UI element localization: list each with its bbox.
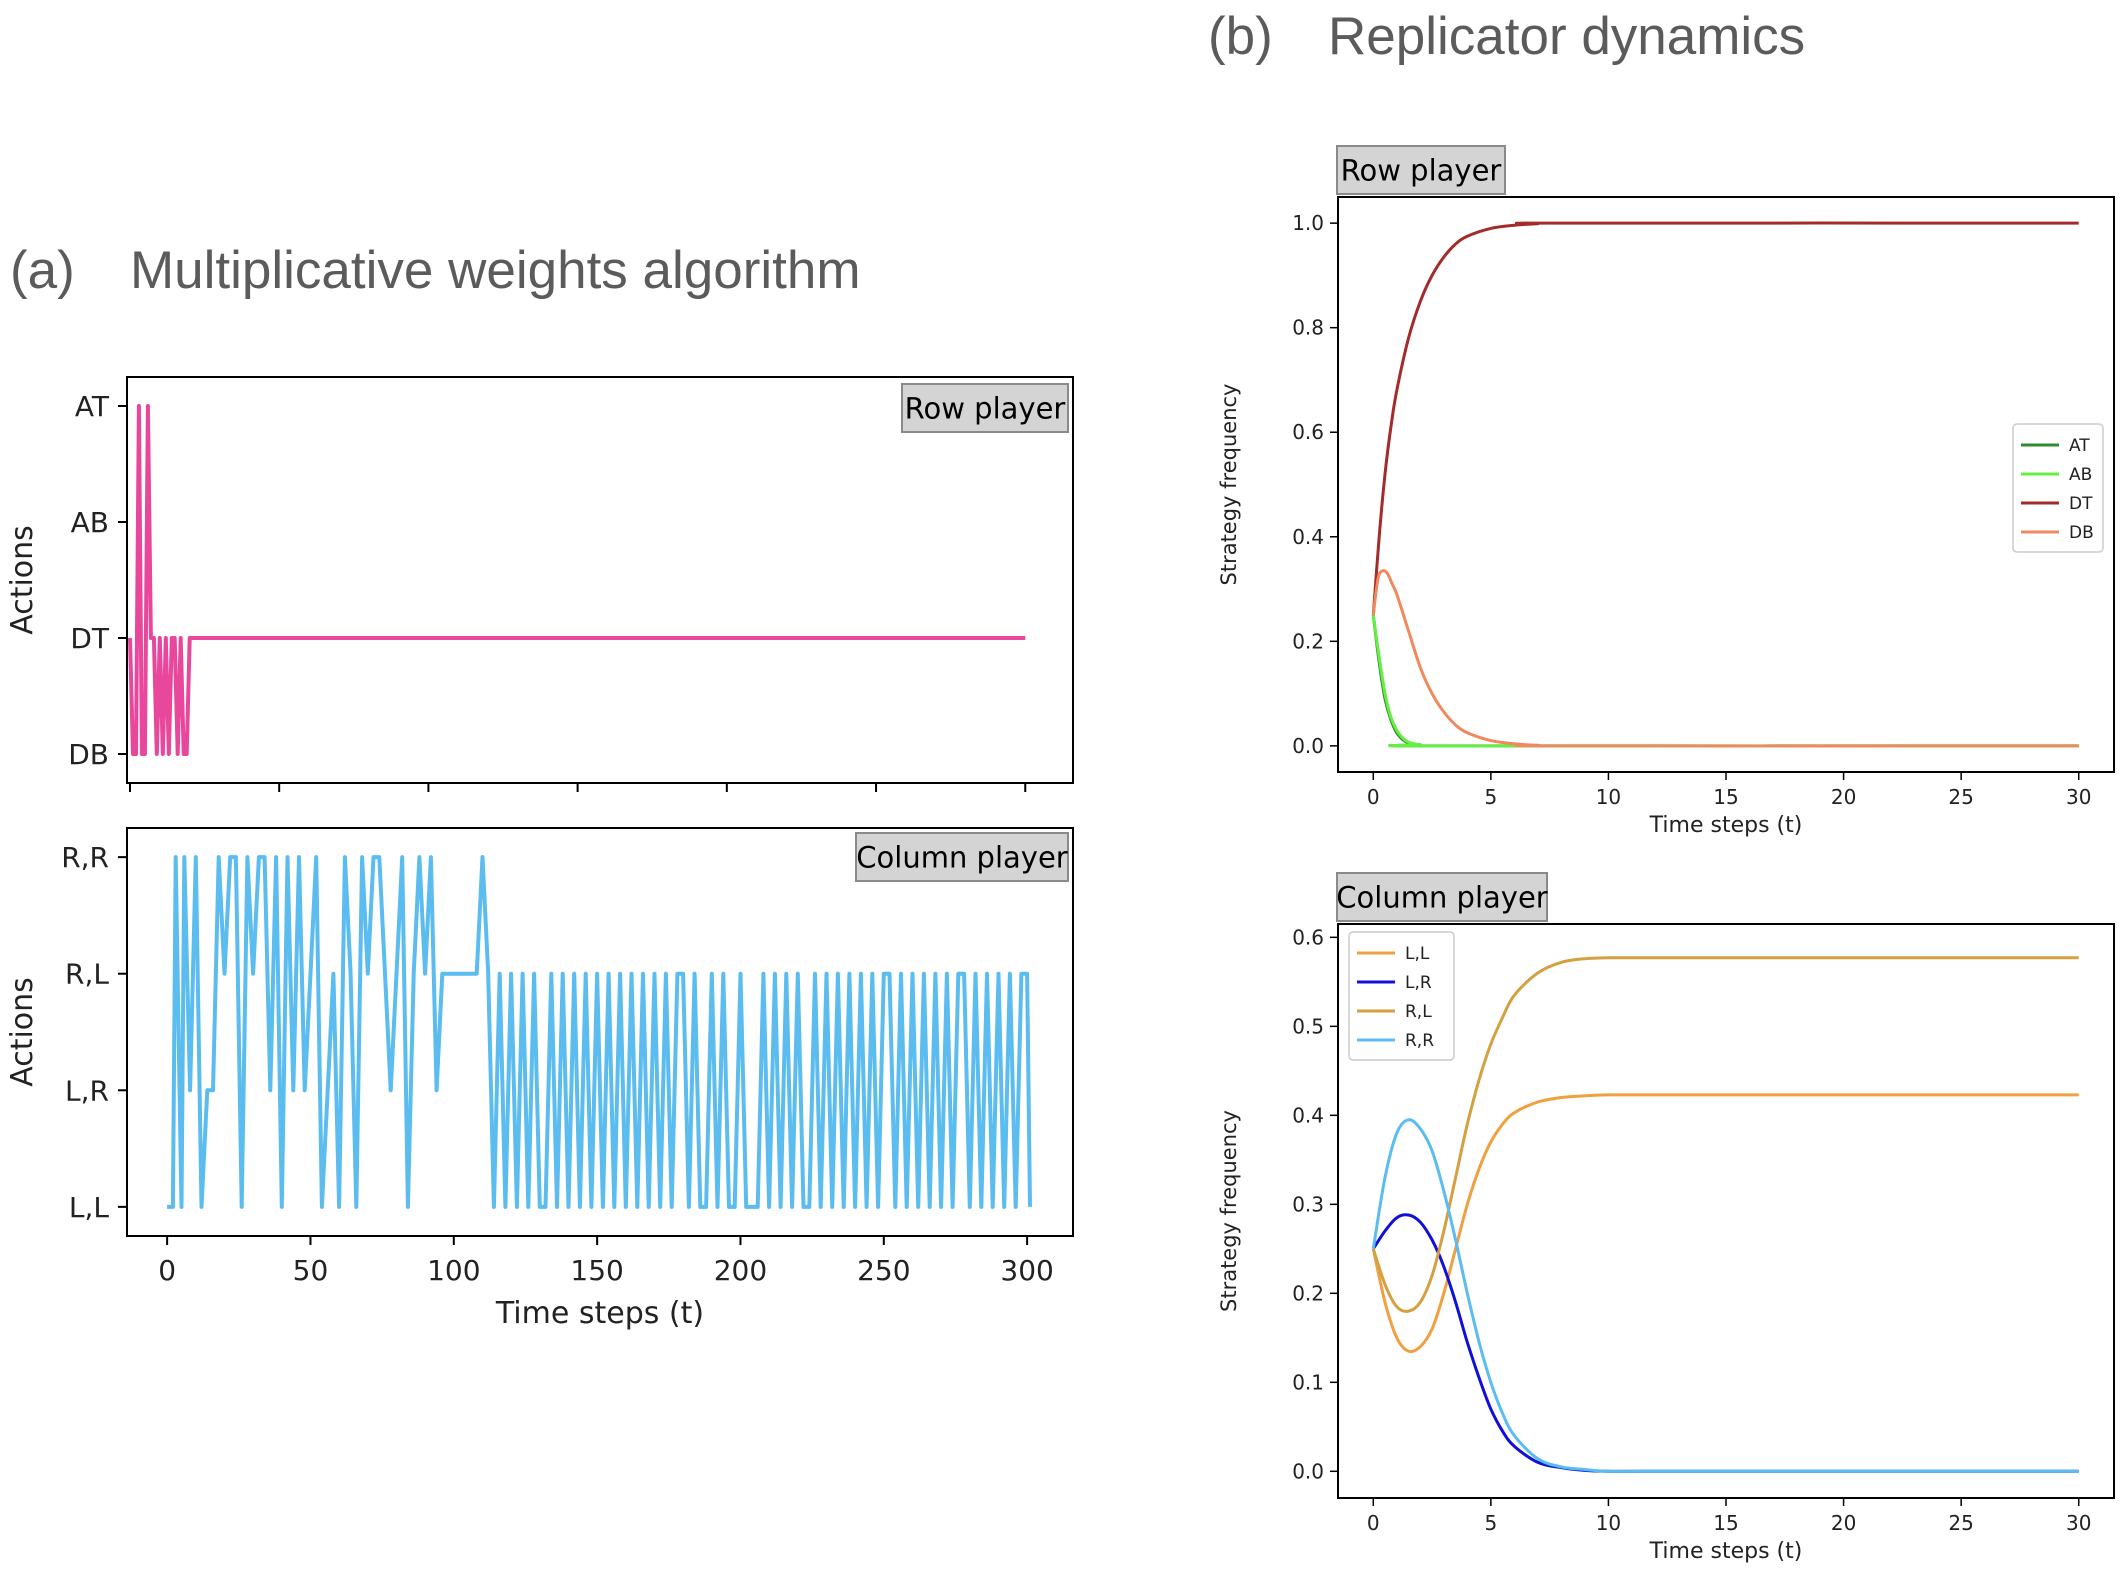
rep_col-ytick-label-0: 0.0	[1292, 1459, 1324, 1483]
mwa_row-ytick-label-2: AB	[71, 506, 109, 539]
rep_row-frame	[1337, 196, 2115, 773]
rep_col-xtick-label-4: 20	[1831, 1511, 1856, 1535]
mwa_col-ytick-label-2: R,L	[65, 958, 109, 991]
panel-a-letter: (a)	[10, 241, 75, 300]
rep_row-xtick-label-2: 10	[1596, 785, 1621, 809]
rep_row-xtick-label-3: 15	[1713, 785, 1738, 809]
mwa_col-ytick-label-1: L,R	[65, 1074, 109, 1107]
rep_row-ytick-label-4: 0.8	[1292, 316, 1324, 340]
rep_row-series-0	[1371, 615, 2079, 748]
rep_row-label-bg	[1336, 145, 1506, 195]
rep_col-xtick-label-0: 0	[1367, 1511, 1380, 1535]
rep_col-ytick-label-4: 0.4	[1292, 1103, 1324, 1127]
rep_row-series-3	[1371, 569, 2079, 748]
rep_row-xtick-label-5: 25	[1948, 785, 1973, 809]
rep_col-xlabel: Time steps (t)	[1649, 1539, 1803, 1564]
mwa_col-ylabel: Actions	[5, 977, 40, 1087]
rep_row-ytick-label-0: 0.0	[1292, 734, 1324, 758]
panel-b-title: (b) Replicator dynamics	[1208, 6, 1805, 67]
rep_row-ytick-label-5: 1.0	[1292, 211, 1324, 235]
rep_col-ylabel: Strategy frequency	[1217, 1110, 1241, 1312]
mwa_col-xlabel: Time steps (t)	[495, 1296, 704, 1331]
mwa_col-series-line	[167, 855, 1032, 1209]
rep_row-xtick-label-6: 30	[2066, 785, 2091, 809]
rep_row-legend-label-1: AB	[2069, 465, 2092, 485]
mwa_col-label: Column player	[856, 840, 1068, 874]
rep_row-xlabel: Time steps (t)	[1649, 813, 1803, 838]
rep_col-series-2	[1371, 956, 2079, 1313]
rep_col-ytick-label-1: 0.1	[1292, 1370, 1324, 1394]
rep_col-ytick-label-5: 0.5	[1292, 1014, 1324, 1038]
rep_col-xtick-label-3: 15	[1713, 1511, 1738, 1535]
mwa_col-xtick-label-0: 0	[158, 1254, 176, 1287]
rep_col-legend-frame	[1348, 931, 1455, 1061]
rep_row-ytick-label-3: 0.6	[1292, 420, 1324, 444]
rep_col-label-bg	[1336, 872, 1548, 922]
mwa_row-ytick-label-1: DT	[70, 622, 110, 655]
mwa_row-ytick-label-3: AT	[75, 390, 110, 423]
mwa_col-xtick-label-1: 50	[293, 1254, 329, 1287]
rep_col-legend-label-0: L,L	[1405, 944, 1430, 964]
rep_col-ytick-label-3: 0.3	[1292, 1192, 1324, 1216]
rep_row-ylabel: Strategy frequency	[1217, 384, 1241, 586]
mwa_row-ytick-label-0: DB	[68, 738, 109, 771]
rep_row-ytick-label-1: 0.2	[1292, 629, 1324, 653]
mwa_col-frame	[126, 827, 1074, 1237]
rep_row-legend-label-0: AT	[2069, 436, 2090, 456]
mwa_col-label-bg	[855, 832, 1069, 882]
rep_row-label: Row player	[1341, 153, 1502, 187]
rep_col-legend-label-2: R,L	[1405, 1002, 1432, 1022]
rep_row-series-1	[1371, 614, 2079, 748]
panel-b-letter: (b)	[1208, 7, 1273, 66]
mwa_col-ytick-label-3: R,R	[61, 841, 109, 874]
rep_row-xtick-label-1: 5	[1484, 785, 1497, 809]
rep_row-legend-label-2: DT	[2069, 494, 2093, 514]
rep_row-xtick-label-0: 0	[1367, 785, 1380, 809]
mwa_col-xtick-label-4: 200	[714, 1254, 767, 1287]
rep_col-xtick-label-5: 25	[1948, 1511, 1973, 1535]
mwa_row-frame	[126, 376, 1074, 784]
rep_row-legend-frame	[2012, 423, 2104, 553]
rep_row-series-2	[1371, 221, 2079, 616]
rep_col-series-0	[1371, 1093, 2079, 1354]
mwa_col-xtick-label-5: 250	[857, 1254, 910, 1287]
panel-a-name: Multiplicative weights algorithm	[130, 241, 861, 300]
rep_col-legend-label-1: L,R	[1405, 973, 1432, 993]
rep_row-xtick-label-4: 20	[1831, 785, 1856, 809]
rep_col-xtick-label-1: 5	[1484, 1511, 1497, 1535]
rep_col-xtick-label-2: 10	[1596, 1511, 1621, 1535]
rep_col-label: Column player	[1336, 880, 1548, 914]
rep_col-ytick-label-2: 0.2	[1292, 1281, 1324, 1305]
rep_col-series-3	[1371, 1118, 2079, 1473]
mwa_col-xtick-label-2: 100	[427, 1254, 480, 1287]
rep_col-legend-label-3: R,R	[1405, 1031, 1434, 1051]
panel-b-name: Replicator dynamics	[1328, 7, 1806, 66]
rep_row-ytick-label-2: 0.4	[1292, 525, 1324, 549]
panel-a-title: (a) Multiplicative weights algorithm	[10, 240, 861, 301]
mwa_col-xtick-label-3: 150	[570, 1254, 623, 1287]
mwa_row-label-bg	[901, 383, 1069, 433]
mwa_row-ylabel: Actions	[5, 525, 40, 635]
mwa_col-ytick-label-0: L,L	[69, 1191, 110, 1224]
rep_col-xtick-label-6: 30	[2066, 1511, 2091, 1535]
mwa_col-xtick-label-6: 300	[1000, 1254, 1053, 1287]
mwa_row-series-line	[128, 404, 1026, 756]
mwa_row-label: Row player	[905, 391, 1066, 425]
rep_row-legend-label-3: DB	[2069, 523, 2094, 543]
rep_col-ytick-label-6: 0.6	[1292, 925, 1324, 949]
